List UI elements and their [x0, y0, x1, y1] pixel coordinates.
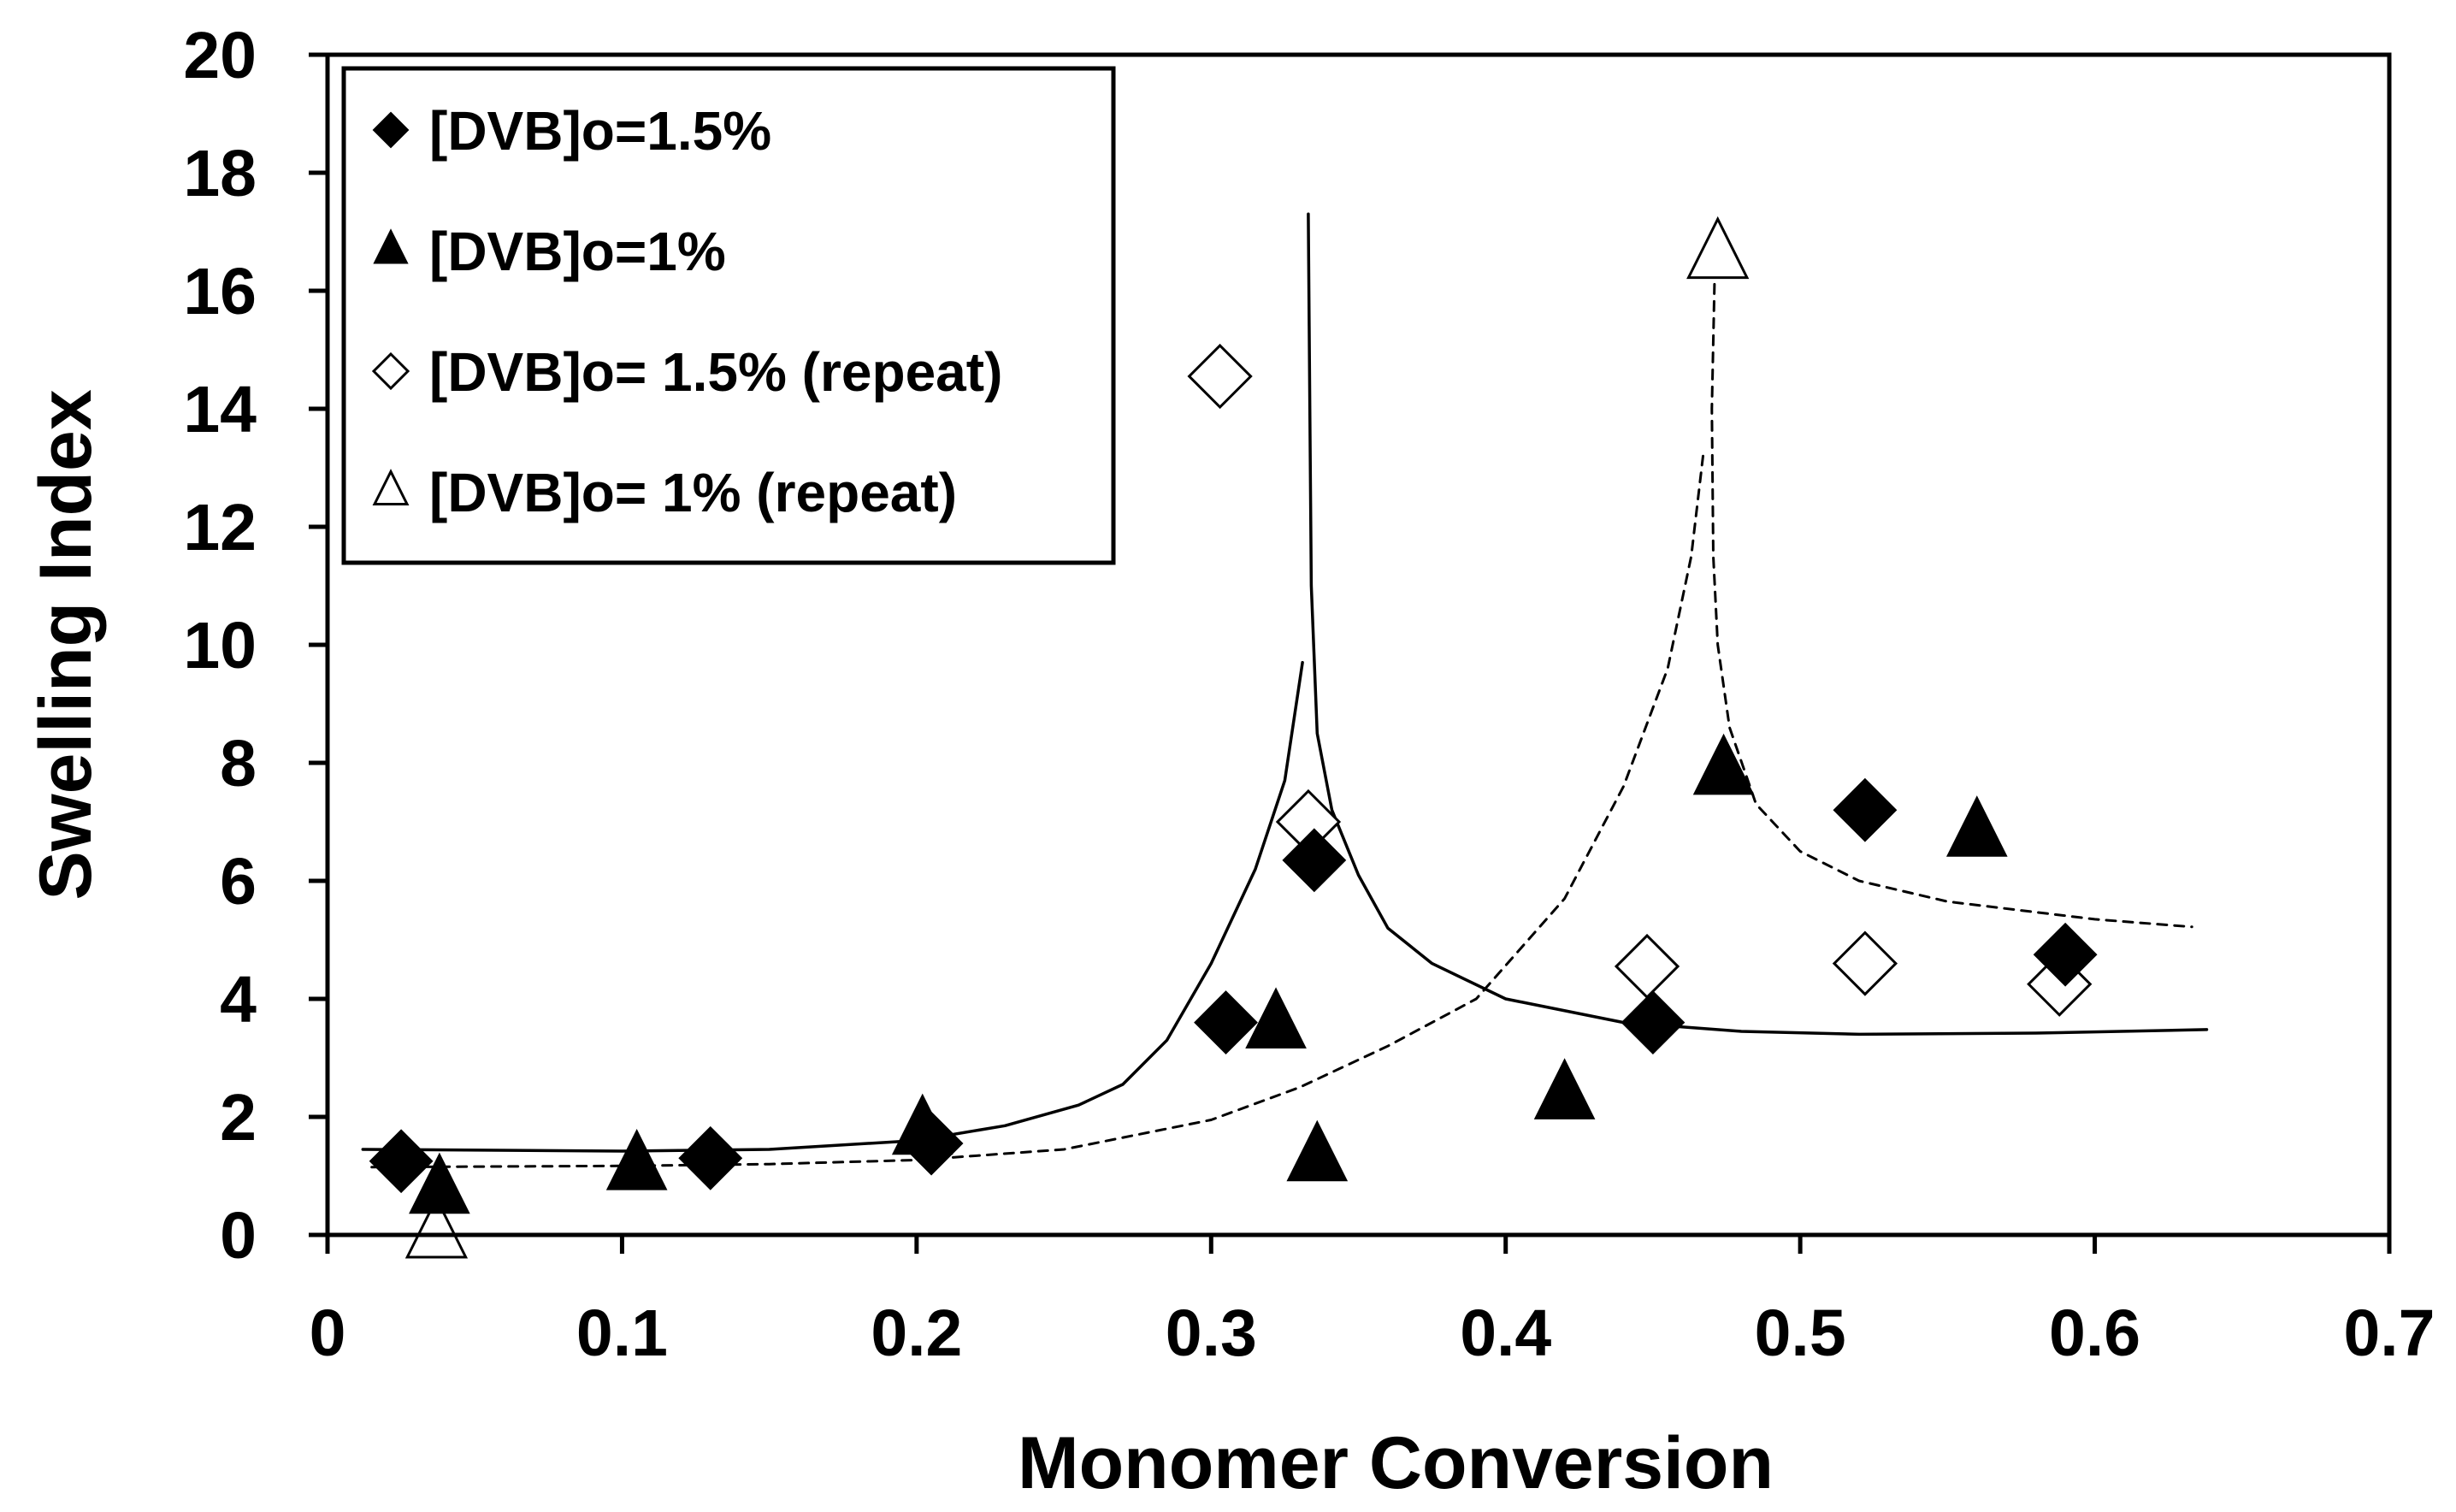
- legend-marker-triangle-filled: [373, 228, 409, 264]
- fit-curve-model-1.5-seg-1: [1307, 212, 2209, 1037]
- legend-marker-triangle-open: [372, 469, 410, 505]
- legend-label-dvb-1: [DVB]o=1%: [429, 221, 726, 282]
- point-diamond-open-0: [1187, 343, 1253, 410]
- y-tick-label-7: 14: [183, 373, 257, 446]
- legend-label-dvb-1-repeat: [DVB]o= 1% (repeat): [429, 462, 957, 523]
- data-points: [369, 216, 2098, 1259]
- point-triangle-filled-0: [409, 1152, 470, 1214]
- point-diamond-open-3: [1832, 930, 1898, 996]
- point-diamond-filled-7: [2033, 922, 2098, 987]
- point-diamond-filled-1: [678, 1125, 743, 1190]
- y-tick-label-9: 18: [183, 137, 257, 210]
- y-tick-label-0: 0: [220, 1199, 257, 1273]
- x-tick-label-6: 0.6: [2049, 1296, 2140, 1370]
- legend-label-dvb-1.5: [DVB]o=1.5%: [429, 100, 771, 162]
- plot-area-frame: [325, 52, 2392, 1237]
- y-tick-label-5: 10: [183, 609, 257, 682]
- point-diamond-filled-4: [1282, 828, 1347, 893]
- point-diamond-filled-3: [1194, 990, 1258, 1055]
- point-triangle-open-1: [1686, 216, 1750, 280]
- y-tick-label-2: 4: [220, 963, 257, 1037]
- axis-ticks: 0 0.1 0.2 0.3 0.4 0.5 0.6 0.7 0 2 4 6 8 10 12 14 16 18 20: [183, 19, 2435, 1370]
- legend-marker-diamond-open: [371, 351, 410, 391]
- x-tick-label-7: 0.7: [2343, 1296, 2435, 1370]
- point-triangle-filled-3: [1245, 987, 1307, 1049]
- legend-markers: [371, 111, 410, 505]
- y-tick-label-10: 20: [183, 19, 257, 92]
- x-tick-label-1: 0.1: [576, 1296, 668, 1370]
- fit-curve-model-1-seg-1: [1710, 265, 2193, 929]
- y-tick-label-1: 2: [220, 1081, 257, 1155]
- y-tick-label-6: 12: [183, 491, 257, 564]
- point-triangle-filled-7: [1945, 795, 2008, 857]
- legend-label-dvb-1.5-repeat: [DVB]o= 1.5% (repeat): [429, 341, 1002, 403]
- legend-marker-diamond-filled: [372, 111, 410, 149]
- y-tick-label-3: 6: [220, 845, 257, 918]
- point-triangle-filled-4: [1286, 1119, 1349, 1182]
- point-triangle-filled-2: [891, 1093, 953, 1155]
- point-triangle-open-0: [404, 1196, 469, 1259]
- point-diamond-filled-0: [369, 1129, 434, 1194]
- x-tick-label-4: 0.4: [1460, 1296, 1551, 1370]
- x-tick-label-2: 0.2: [871, 1296, 962, 1370]
- y-axis-title: Swelling Index: [25, 389, 107, 901]
- fit-curve-model-1.5-seg-0: [361, 660, 1304, 1153]
- x-axis-title: Monomer Conversion: [1018, 1422, 1774, 1504]
- point-diamond-filled-6: [1833, 777, 1898, 842]
- x-tick-label-3: 0.3: [1166, 1296, 1257, 1370]
- x-tick-label-5: 0.5: [1755, 1296, 1846, 1370]
- fit-curves: [361, 212, 2209, 1169]
- point-triangle-filled-5: [1533, 1058, 1596, 1119]
- legend-box: [341, 66, 1116, 565]
- point-diamond-filled-5: [1621, 990, 1686, 1055]
- point-triangle-filled-1: [605, 1129, 668, 1190]
- y-tick-label-8: 16: [183, 255, 257, 328]
- legend: [DVB]o=1.5% [DVB]o=1% [DVB]o= 1.5% (repe…: [341, 66, 1116, 565]
- y-tick-label-4: 8: [220, 727, 257, 800]
- x-tick-label-0: 0: [310, 1296, 346, 1370]
- point-triangle-filled-6: [1692, 733, 1755, 795]
